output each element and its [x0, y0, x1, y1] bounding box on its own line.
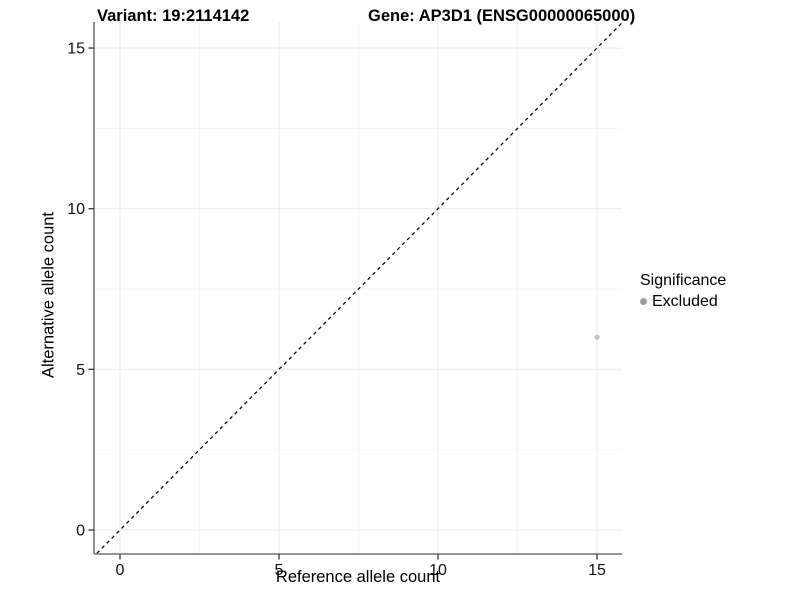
- x-axis-title: Reference allele count: [275, 568, 441, 586]
- x-tick-label: 15: [588, 562, 606, 579]
- plot-title-gene: Gene: AP3D1 (ENSG00000065000): [368, 7, 636, 25]
- plot-title-variant: Variant: 19:2114142: [97, 7, 250, 25]
- y-axis-title: Alternative allele count: [39, 211, 58, 379]
- legend-item-label: Excluded: [652, 293, 718, 310]
- legend-title: Significance: [640, 272, 727, 289]
- legend-item-excluded: Excluded: [640, 292, 726, 311]
- y-tick-label: 5: [76, 362, 85, 379]
- data-point: [594, 334, 600, 340]
- legend-key-dot-icon: [640, 298, 647, 305]
- x-tick-label: 0: [116, 562, 125, 579]
- x-tick-label: 10: [429, 562, 447, 579]
- y-tick-label: 0: [76, 523, 85, 540]
- legend: Significance Excluded: [640, 271, 726, 311]
- y-tick-label: 10: [67, 201, 85, 218]
- y-tick-label: 15: [67, 41, 85, 58]
- x-tick-label: 5: [275, 562, 284, 579]
